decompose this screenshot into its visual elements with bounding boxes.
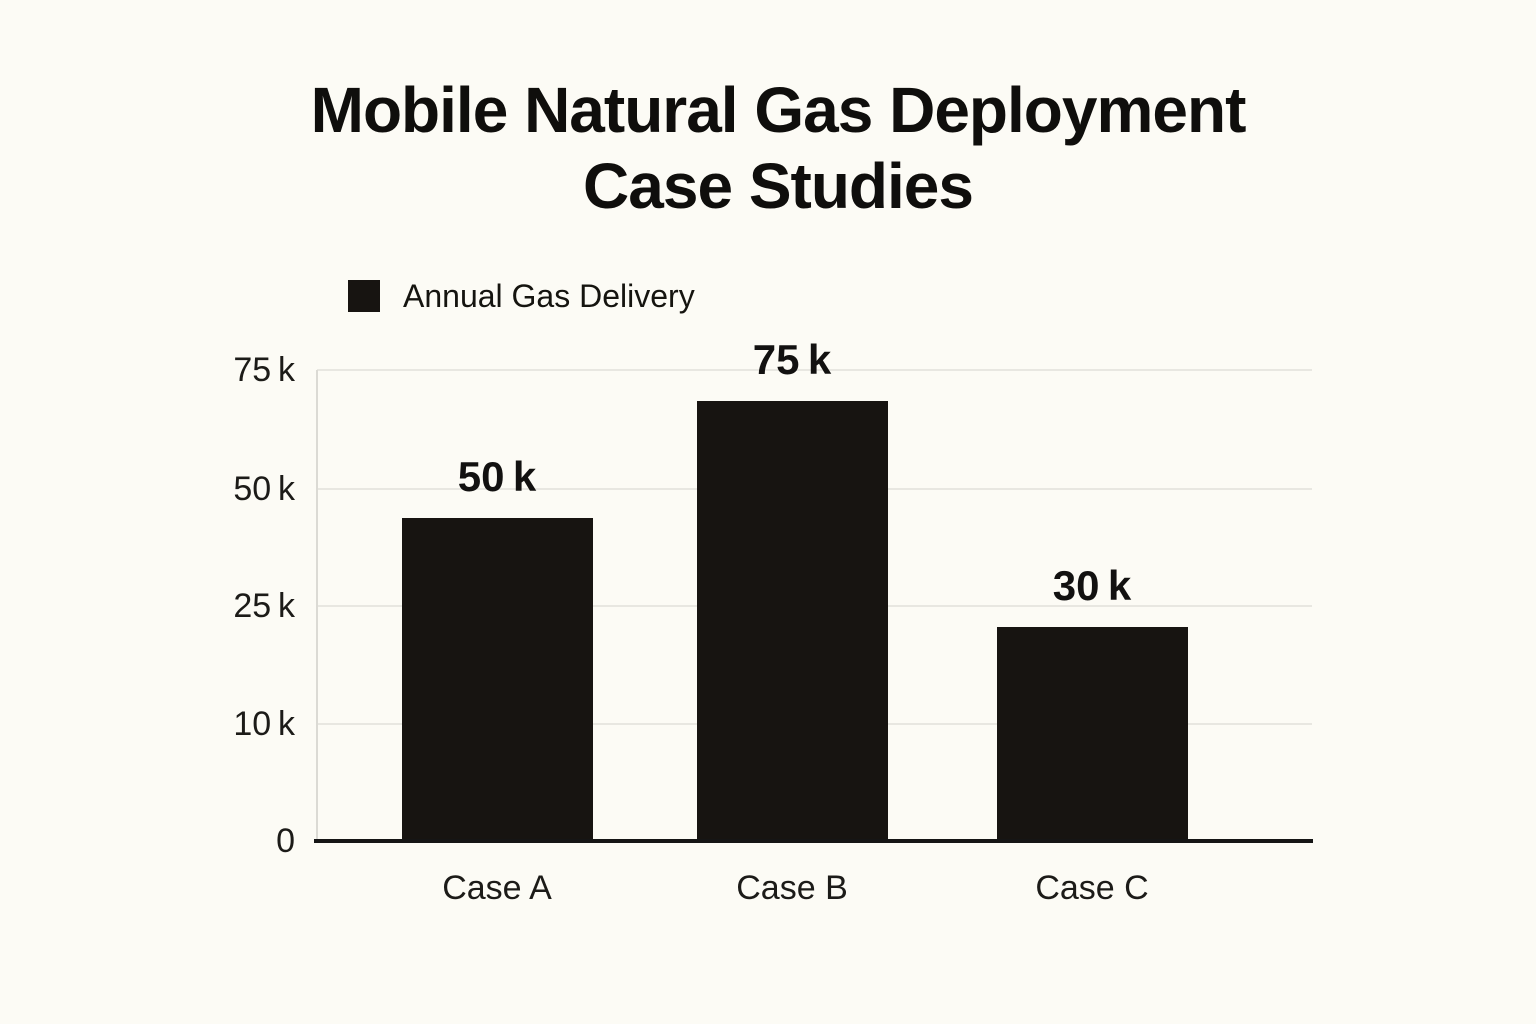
chart-title-line-2: Case Studies [583,150,974,222]
bar-case-a [401,518,593,841]
legend-swatch [348,280,380,312]
x-axis-line [314,839,1313,843]
y-axis-line [316,370,318,841]
bar-value-label-case-c: 30 k [1052,562,1132,609]
chart-title: Mobile Natural Gas Deployment Case Studi… [20,72,1536,224]
chart-title-line-1: Mobile Natural Gas Deployment [310,74,1247,146]
bar-value-label-case-b: 75 k [752,336,832,383]
gridline [317,369,1312,371]
y-tick-label: 75 k [233,351,295,389]
legend-series-label: Annual Gas Delivery [403,278,695,314]
legend: Annual Gas Delivery [348,279,695,313]
y-tick-label: 10 k [233,705,295,743]
bar-case-b [696,401,888,841]
y-tick-label: 25 k [233,587,295,625]
bar-value-label-case-a: 50 k [457,453,537,500]
y-tick-label: 50 k [233,470,295,508]
bar-case-c [996,627,1188,841]
y-tick-label: 0 [276,822,295,860]
x-axis-label-case-a: Case A [442,869,552,907]
x-axis-label-case-b: Case B [736,869,848,907]
x-axis-label-case-c: Case C [1035,869,1149,907]
